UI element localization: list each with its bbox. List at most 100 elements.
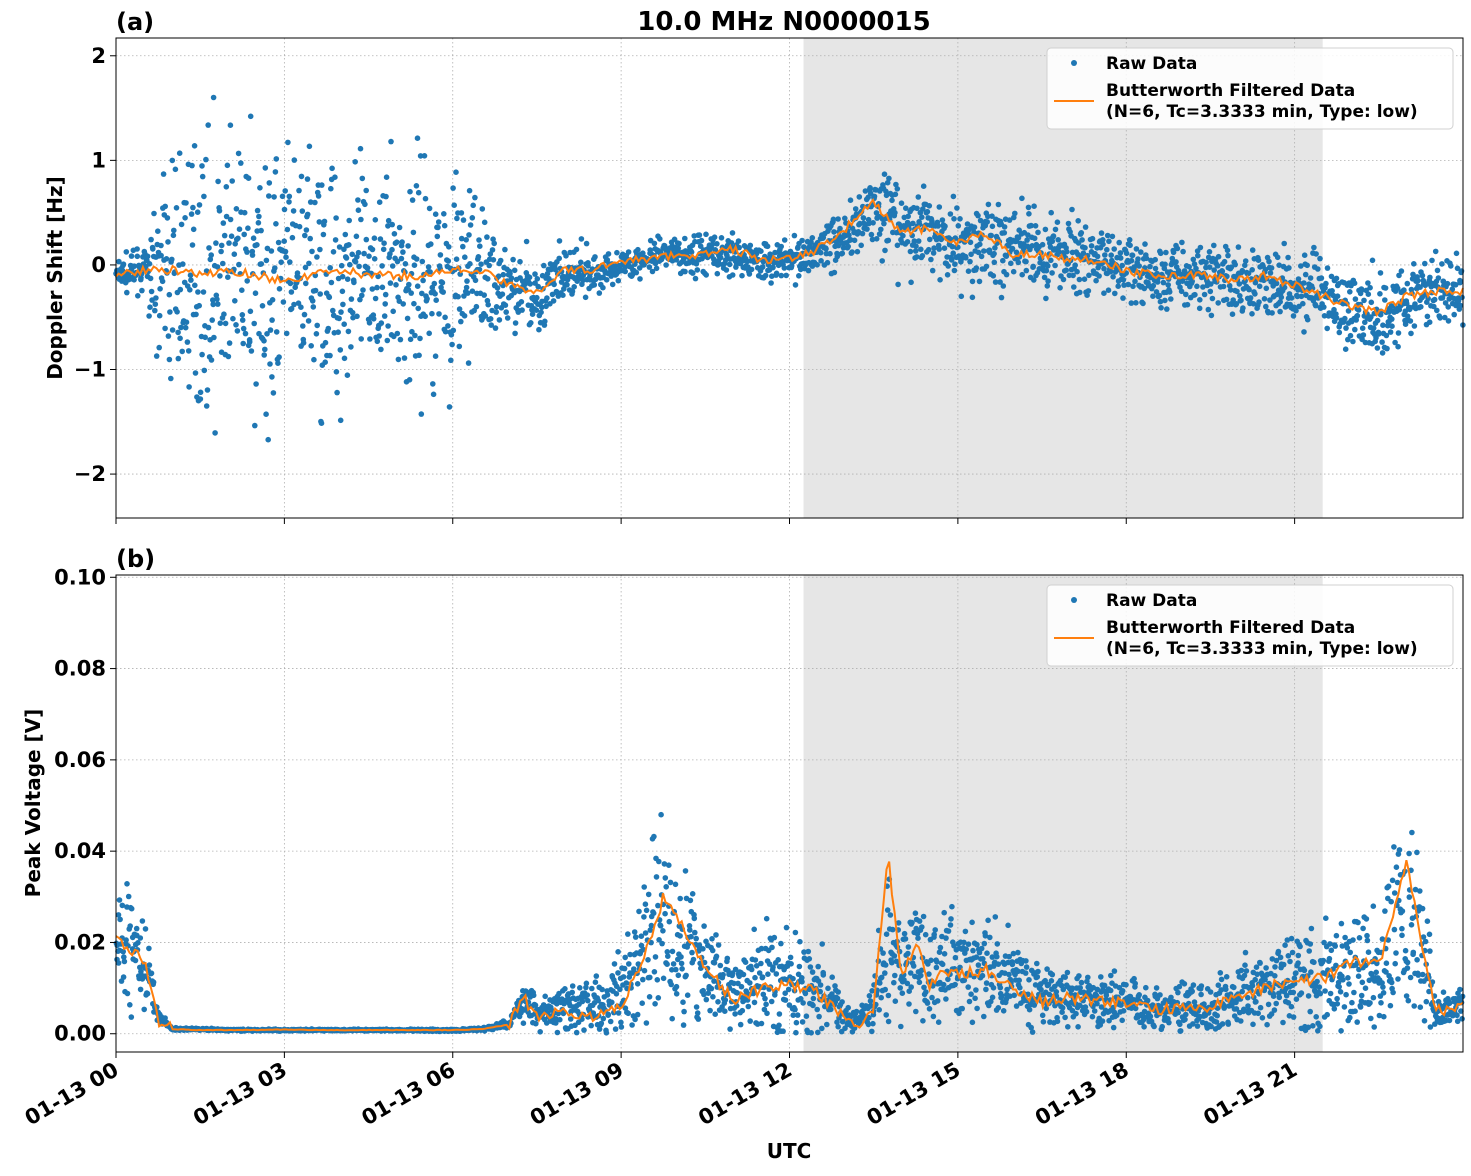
raw-data-point [551,298,557,304]
raw-data-point [442,223,448,229]
legend-raw-label: Raw Data [1106,54,1197,74]
raw-data-point [500,291,506,297]
raw-data-point [1281,241,1287,247]
raw-data-point [1322,988,1328,994]
raw-data-point [209,357,215,363]
raw-data-point [1434,308,1440,314]
raw-data-point [420,278,426,284]
raw-data-point [1132,981,1138,987]
raw-data-point [512,331,518,337]
raw-data-point [345,276,351,282]
raw-data-point [1110,274,1116,280]
raw-data-point [913,1009,919,1015]
raw-data-point [1272,973,1278,979]
raw-data-point [715,999,721,1005]
raw-data-point [232,298,238,304]
raw-data-point [999,295,1005,301]
raw-data-point [466,232,472,238]
raw-data-point [1194,284,1200,290]
raw-data-point [931,932,937,938]
raw-data-point [825,260,831,266]
raw-data-point [1289,936,1295,942]
raw-data-point [169,257,175,263]
raw-data-point [1159,1024,1165,1030]
raw-data-point [654,874,660,880]
raw-data-point [165,239,171,245]
raw-data-point [1136,992,1142,998]
raw-data-point [1278,955,1284,961]
raw-data-point [237,226,243,232]
raw-data-point [979,254,985,260]
raw-data-point [170,327,176,333]
raw-data-point [1347,289,1353,295]
raw-data-point [1218,970,1224,976]
raw-data-point [1011,269,1017,275]
legend-filtered-label: Butterworth Filtered Data [1106,81,1355,101]
raw-data-point [1062,1015,1068,1021]
raw-data-point [493,325,499,331]
raw-data-point [1302,252,1308,258]
raw-data-point [1026,211,1032,217]
raw-data-point [1266,1002,1272,1008]
raw-data-point [657,236,663,242]
raw-data-point [784,925,790,931]
raw-data-point [653,954,659,960]
raw-data-point [329,166,335,172]
raw-data-point [1285,255,1291,261]
raw-data-point [658,923,664,929]
raw-data-point [1451,312,1457,318]
raw-data-point [1191,982,1197,988]
raw-data-point [778,244,784,250]
raw-data-point [1131,976,1137,982]
raw-data-point [1110,234,1116,240]
raw-data-point [1250,983,1256,989]
raw-data-point [161,171,167,177]
raw-data-point [1121,1008,1127,1014]
raw-data-point [770,264,776,270]
raw-data-point [972,996,978,1002]
raw-data-point [1060,1005,1066,1011]
raw-data-point [447,404,453,410]
raw-data-point [230,316,236,322]
raw-data-point [792,233,798,239]
raw-data-point [229,178,235,184]
raw-data-point [138,987,144,993]
raw-data-point [274,156,280,162]
raw-data-point [860,231,866,237]
raw-data-point [1324,1012,1330,1018]
raw-data-point [1313,251,1319,257]
raw-data-point [685,992,691,998]
raw-data-point [952,261,958,267]
raw-data-point [202,368,208,374]
raw-data-point [1224,297,1230,303]
raw-data-point [290,235,296,241]
raw-data-point [1415,278,1421,284]
raw-data-point [1420,273,1426,279]
raw-data-point [604,277,610,283]
raw-data-point [963,255,969,261]
raw-data-point [135,253,141,259]
y-tick-label: −1 [74,358,106,382]
raw-data-point [641,914,647,920]
raw-data-point [780,1028,786,1034]
raw-data-point [305,212,311,218]
raw-data-point [673,882,679,888]
raw-data-point [1257,284,1263,290]
raw-data-point [234,206,240,212]
raw-data-point [835,1024,841,1030]
raw-data-point [810,1003,816,1009]
raw-data-point [256,214,262,220]
raw-data-point [1291,990,1297,996]
raw-data-point [338,418,344,424]
raw-data-point [1242,962,1248,968]
raw-data-point [431,392,437,398]
raw-data-point [712,1011,718,1017]
raw-data-point [1207,249,1213,255]
raw-data-point [774,971,780,977]
raw-data-point [1396,330,1402,336]
raw-data-point [405,316,411,322]
raw-data-point [803,991,809,997]
raw-data-point [215,301,221,307]
raw-data-point [1102,252,1108,258]
raw-data-point [303,281,309,287]
